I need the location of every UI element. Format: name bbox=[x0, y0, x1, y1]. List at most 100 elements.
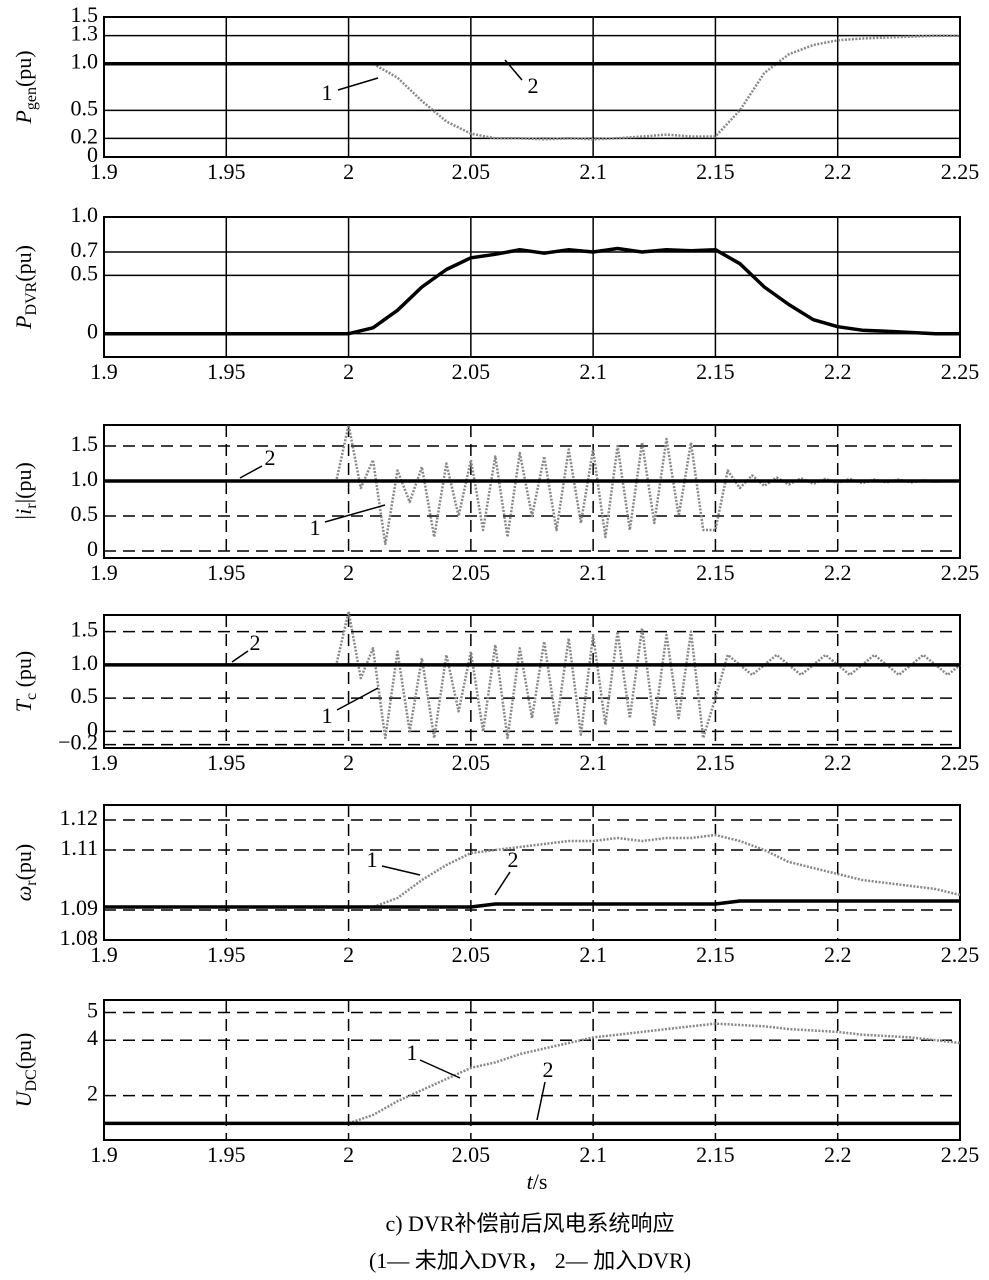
data-line bbox=[104, 1022, 961, 1125]
y-tick-label: 0.7 bbox=[71, 237, 99, 262]
x-tick-label: 2.2 bbox=[824, 750, 852, 775]
x-tick-label: 2.05 bbox=[452, 942, 491, 967]
y-tick-label: 1.11 bbox=[60, 835, 98, 860]
leader-line bbox=[494, 871, 511, 896]
x-tick-label: 2.05 bbox=[452, 560, 491, 585]
series-label: 1 bbox=[322, 80, 333, 105]
y-label-subscript: gen bbox=[23, 87, 40, 110]
series-label: 2 bbox=[528, 73, 539, 98]
x-tick-label: 2.25 bbox=[941, 359, 980, 384]
y-label-symbol: U bbox=[11, 1089, 36, 1107]
y-axis-label: |ir|(pu) bbox=[11, 462, 40, 521]
x-tick-label: 2.05 bbox=[452, 1142, 491, 1167]
x-tick-label: 2.15 bbox=[696, 750, 735, 775]
y-axis-label: PDVR(pu) bbox=[11, 245, 40, 330]
x-tick-label: 2 bbox=[343, 750, 354, 775]
x-tick-label: 2.2 bbox=[824, 942, 852, 967]
plot-frame bbox=[103, 424, 961, 559]
x-tick-label: 2.25 bbox=[941, 750, 980, 775]
plot-frame bbox=[103, 216, 961, 358]
x-tick-label: 1.95 bbox=[207, 1142, 246, 1167]
x-tick-label: 2.15 bbox=[696, 159, 735, 184]
x-tick-label: 1.95 bbox=[207, 750, 246, 775]
data-line bbox=[104, 833, 961, 909]
x-tick-label: 2.05 bbox=[452, 750, 491, 775]
series-label: 1 bbox=[322, 703, 333, 728]
y-tick-label: 1.3 bbox=[71, 21, 99, 46]
x-tick-label: 1.9 bbox=[90, 750, 118, 775]
y-label-unit: (pu) bbox=[11, 1033, 36, 1070]
data-line bbox=[104, 34, 960, 141]
x-tick-label: 1.95 bbox=[207, 159, 246, 184]
y-tick-label: 4 bbox=[87, 1025, 98, 1050]
x-tick-label: 1.95 bbox=[207, 942, 246, 967]
plot-frame bbox=[103, 999, 961, 1141]
y-axis-label: Tc (pu) bbox=[11, 651, 40, 713]
y-tick-label: 1.08 bbox=[60, 925, 99, 950]
y-label-symbol: P bbox=[11, 315, 36, 329]
leader-line bbox=[536, 1081, 546, 1121]
series-label: 1 bbox=[407, 1040, 418, 1065]
leader-line bbox=[239, 465, 263, 479]
y-tick-label: 5 bbox=[87, 998, 98, 1023]
data-line bbox=[104, 899, 960, 909]
x-tick-label: 2.25 bbox=[941, 159, 980, 184]
x-tick-label: 2.1 bbox=[579, 359, 607, 384]
y-label-subscript: DC bbox=[23, 1069, 40, 1091]
x-tick-label: 2.25 bbox=[941, 560, 980, 585]
x-tick-label: 1.9 bbox=[90, 1142, 118, 1167]
leader-line bbox=[324, 504, 386, 523]
y-axis-label: ωr(pu) bbox=[11, 844, 40, 902]
x-axis-label: t/s bbox=[527, 1169, 548, 1194]
y-tick-label: 0 bbox=[87, 319, 98, 344]
y-label-unit: (pu) bbox=[11, 651, 36, 693]
y-tick-label: 0.5 bbox=[71, 501, 99, 526]
series-label: 2 bbox=[543, 1057, 554, 1082]
y-tick-label: 1.0 bbox=[71, 466, 99, 491]
x-tick-label: 1.9 bbox=[90, 942, 118, 967]
leader-line bbox=[231, 650, 249, 663]
series-label: 2 bbox=[508, 847, 519, 872]
x-tick-label: 1.9 bbox=[90, 159, 118, 184]
x-tick-label: 2.15 bbox=[696, 560, 735, 585]
leader-line bbox=[504, 59, 523, 81]
x-tick-label: 2.05 bbox=[452, 359, 491, 384]
y-tick-label: 1.0 bbox=[71, 650, 99, 675]
y-tick-label: 0.5 bbox=[71, 95, 99, 120]
y-label-symbol: ω bbox=[11, 886, 36, 902]
x-tick-label: 2 bbox=[343, 560, 354, 585]
x-tick-label: 2.1 bbox=[579, 942, 607, 967]
y-tick-label: 1.12 bbox=[60, 805, 99, 830]
x-tick-label: 1.9 bbox=[90, 359, 118, 384]
y-tick-label: 1.5 bbox=[71, 617, 99, 642]
y-label-subscript: DVR bbox=[23, 281, 40, 315]
y-tick-label: 1.5 bbox=[71, 431, 99, 456]
x-tick-label: 2.15 bbox=[696, 359, 735, 384]
x-tick-label: 2.1 bbox=[579, 1142, 607, 1167]
data-line bbox=[104, 246, 960, 336]
x-tick-label: 2.15 bbox=[696, 1142, 735, 1167]
x-tick-label: 2.1 bbox=[579, 560, 607, 585]
series-label: 1 bbox=[367, 847, 378, 872]
x-label-symbol: t bbox=[527, 1169, 534, 1194]
y-label-subscript: c bbox=[23, 693, 40, 700]
data-line bbox=[104, 610, 961, 740]
caption-line: c) DVR补偿前后风电系统响应 bbox=[385, 1211, 674, 1236]
x-tick-label: 1.9 bbox=[90, 560, 118, 585]
y-tick-label: 0 bbox=[87, 536, 98, 561]
x-tick-label: 2 bbox=[343, 159, 354, 184]
x-tick-label: 2.25 bbox=[941, 1142, 980, 1167]
x-tick-label: 2.1 bbox=[579, 750, 607, 775]
x-tick-label: 2.2 bbox=[824, 159, 852, 184]
caption-line: (1— 未加入DVR， 2— 加入DVR) bbox=[369, 1248, 691, 1273]
y-label-unit: (pu) bbox=[11, 844, 36, 881]
x-tick-label: 2 bbox=[343, 942, 354, 967]
data-line bbox=[104, 423, 960, 546]
leader-line bbox=[419, 1059, 461, 1079]
y-tick-label: 0.2 bbox=[71, 123, 99, 148]
y-label-unit: (pu) bbox=[11, 245, 36, 282]
y-tick-label: 1.5 bbox=[71, 2, 99, 27]
y-tick-label: 0 bbox=[87, 142, 98, 167]
y-tick-label: 0 bbox=[87, 716, 98, 741]
